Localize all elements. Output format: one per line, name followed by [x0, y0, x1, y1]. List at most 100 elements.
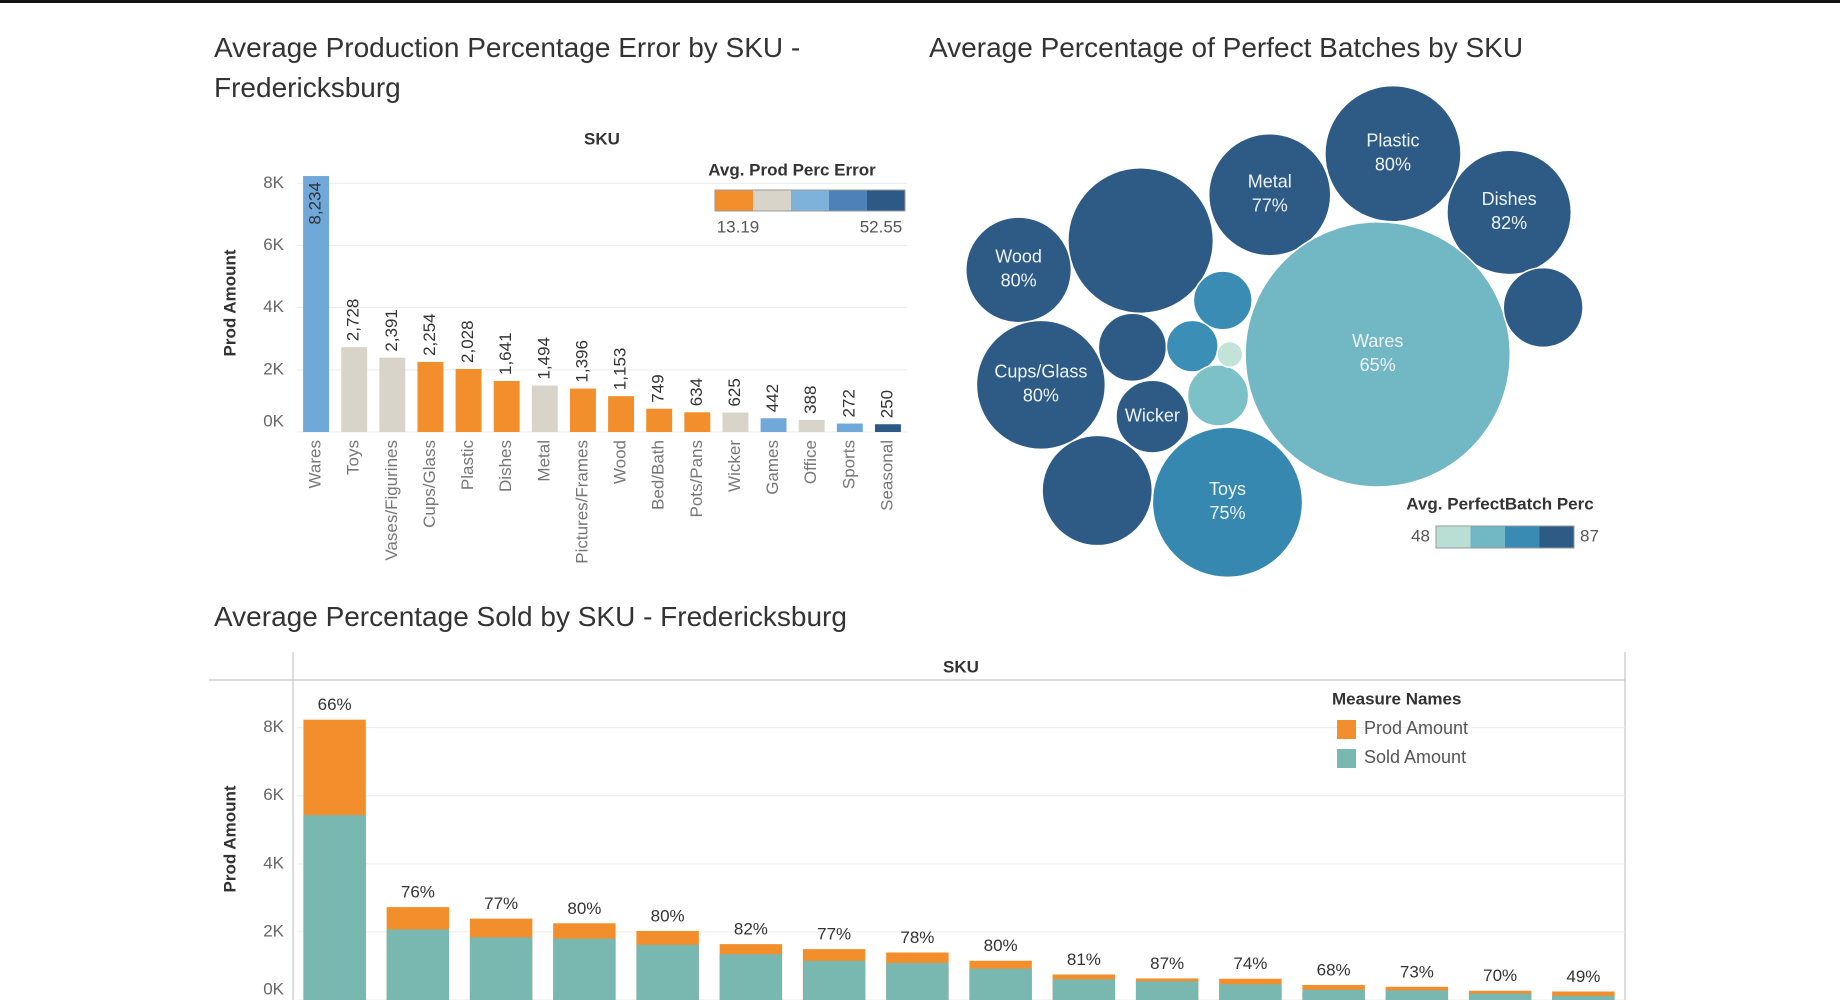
- value-label: 250: [877, 390, 896, 418]
- bubble-value: 80%: [1023, 386, 1059, 406]
- x-header: SKU: [584, 129, 620, 148]
- value-label: 8,234: [306, 182, 325, 225]
- bubble-value: 77%: [1252, 196, 1288, 216]
- y-tick-label: 8K: [263, 717, 284, 736]
- bubble-label: Dishes: [1482, 189, 1537, 209]
- x-tick-label: Toys: [344, 440, 363, 475]
- legend-swatch: [1436, 526, 1471, 548]
- bubble: [1186, 364, 1250, 427]
- bubble-label: Wood: [995, 247, 1042, 267]
- bar: [969, 968, 1032, 1000]
- bar: [1468, 993, 1532, 1000]
- bubble: [1165, 319, 1219, 373]
- legend-swatch: [1337, 749, 1356, 768]
- x-tick-label: Sports: [839, 440, 858, 489]
- chart-title: Average Production Percentage Error by S…: [214, 32, 801, 103]
- bar: [836, 423, 863, 432]
- x-tick-label: Metal: [534, 440, 553, 482]
- legend-frame: [1435, 525, 1575, 549]
- top-border: [0, 0, 1840, 3]
- bubble: [1041, 434, 1154, 547]
- x-tick-label: Wood: [611, 440, 630, 484]
- bar: [469, 937, 533, 1000]
- bar: [646, 408, 673, 432]
- bubble-value: 80%: [1375, 154, 1411, 174]
- bar-annotation: 80%: [567, 899, 601, 918]
- bar: [1385, 990, 1449, 1000]
- x-tick-label: Plastic: [458, 440, 477, 491]
- legend-max: 52.55: [860, 217, 903, 236]
- bar: [1552, 995, 1615, 1000]
- bubble-label: Cups/Glass: [994, 362, 1087, 382]
- bar: [802, 960, 866, 1000]
- bar: [874, 424, 901, 432]
- bubble-label: Wares: [1352, 331, 1403, 351]
- bar: [569, 388, 596, 432]
- x-tick-label: Pictures/Frames: [572, 440, 591, 564]
- bar: [531, 385, 558, 432]
- value-label: 1,396: [572, 340, 591, 383]
- x-tick-label: Games: [763, 440, 782, 495]
- bubble: [1502, 266, 1584, 349]
- value-label: 442: [763, 384, 782, 412]
- value-label: 634: [687, 378, 706, 406]
- bar-annotation: 73%: [1400, 962, 1434, 981]
- y-tick-label: 0K: [263, 979, 284, 998]
- legend-title: Measure Names: [1332, 689, 1461, 708]
- value-label: 749: [649, 374, 668, 402]
- legend-frame: [714, 189, 906, 212]
- bar-annotation: 81%: [1067, 950, 1101, 969]
- bar: [493, 380, 520, 432]
- value-label: 2,391: [382, 309, 401, 352]
- bar-annotation: 74%: [1233, 954, 1267, 973]
- bar: [1135, 981, 1199, 1000]
- y-tick-label: 2K: [263, 359, 284, 378]
- bubble: [1324, 84, 1462, 223]
- legend-max: 87: [1580, 526, 1599, 545]
- bar-annotation: 76%: [401, 883, 435, 902]
- bar-annotation: 49%: [1566, 967, 1600, 986]
- y-tick-label: 4K: [263, 853, 284, 872]
- x-tick-label: Office: [801, 440, 820, 484]
- legend-swatch: [715, 190, 753, 211]
- bubble: [1207, 133, 1332, 257]
- legend-title: Avg. Prod Perc Error: [708, 160, 876, 179]
- legend-swatch: [1539, 526, 1574, 548]
- bubble: [1151, 426, 1304, 579]
- y-axis-title: Prod Amount: [220, 249, 239, 356]
- chart-title: Average Percentage of Perfect Batches by…: [929, 32, 1524, 63]
- bubble: [1067, 167, 1215, 315]
- bar: [455, 368, 482, 432]
- bar: [1302, 989, 1365, 1000]
- x-header: SKU: [943, 657, 979, 676]
- bubble: [1446, 149, 1573, 276]
- bubble-value: 65%: [1360, 355, 1396, 375]
- bar: [303, 176, 330, 432]
- bubble: [965, 216, 1073, 324]
- bar-annotation: 78%: [900, 928, 934, 947]
- bar: [553, 938, 616, 1000]
- legend-swatch: [867, 190, 905, 211]
- value-label: 1,153: [611, 348, 630, 391]
- bar: [798, 419, 825, 432]
- legend-min: 48: [1411, 526, 1430, 545]
- legend-title: Avg. PerfectBatch Perc: [1406, 494, 1593, 513]
- legend-swatch: [791, 190, 829, 211]
- bar: [417, 361, 444, 432]
- bubble: [1216, 340, 1244, 369]
- bar: [341, 347, 368, 432]
- bar: [303, 815, 366, 1000]
- bubble-value: 82%: [1491, 213, 1527, 233]
- y-tick-label: 6K: [263, 235, 284, 254]
- bubble: [975, 319, 1107, 451]
- value-label: 2,028: [458, 320, 477, 363]
- x-tick-label: Bed/Bath: [649, 440, 668, 510]
- x-tick-label: Vases/Figurines: [382, 440, 401, 561]
- bar-annotation: 87%: [1150, 954, 1184, 973]
- bar: [1219, 984, 1282, 1000]
- value-label: 1,494: [534, 337, 553, 380]
- legend-swatch: [1337, 720, 1356, 739]
- bar: [1052, 979, 1116, 1000]
- y-axis-title: Prod Amount: [220, 785, 239, 892]
